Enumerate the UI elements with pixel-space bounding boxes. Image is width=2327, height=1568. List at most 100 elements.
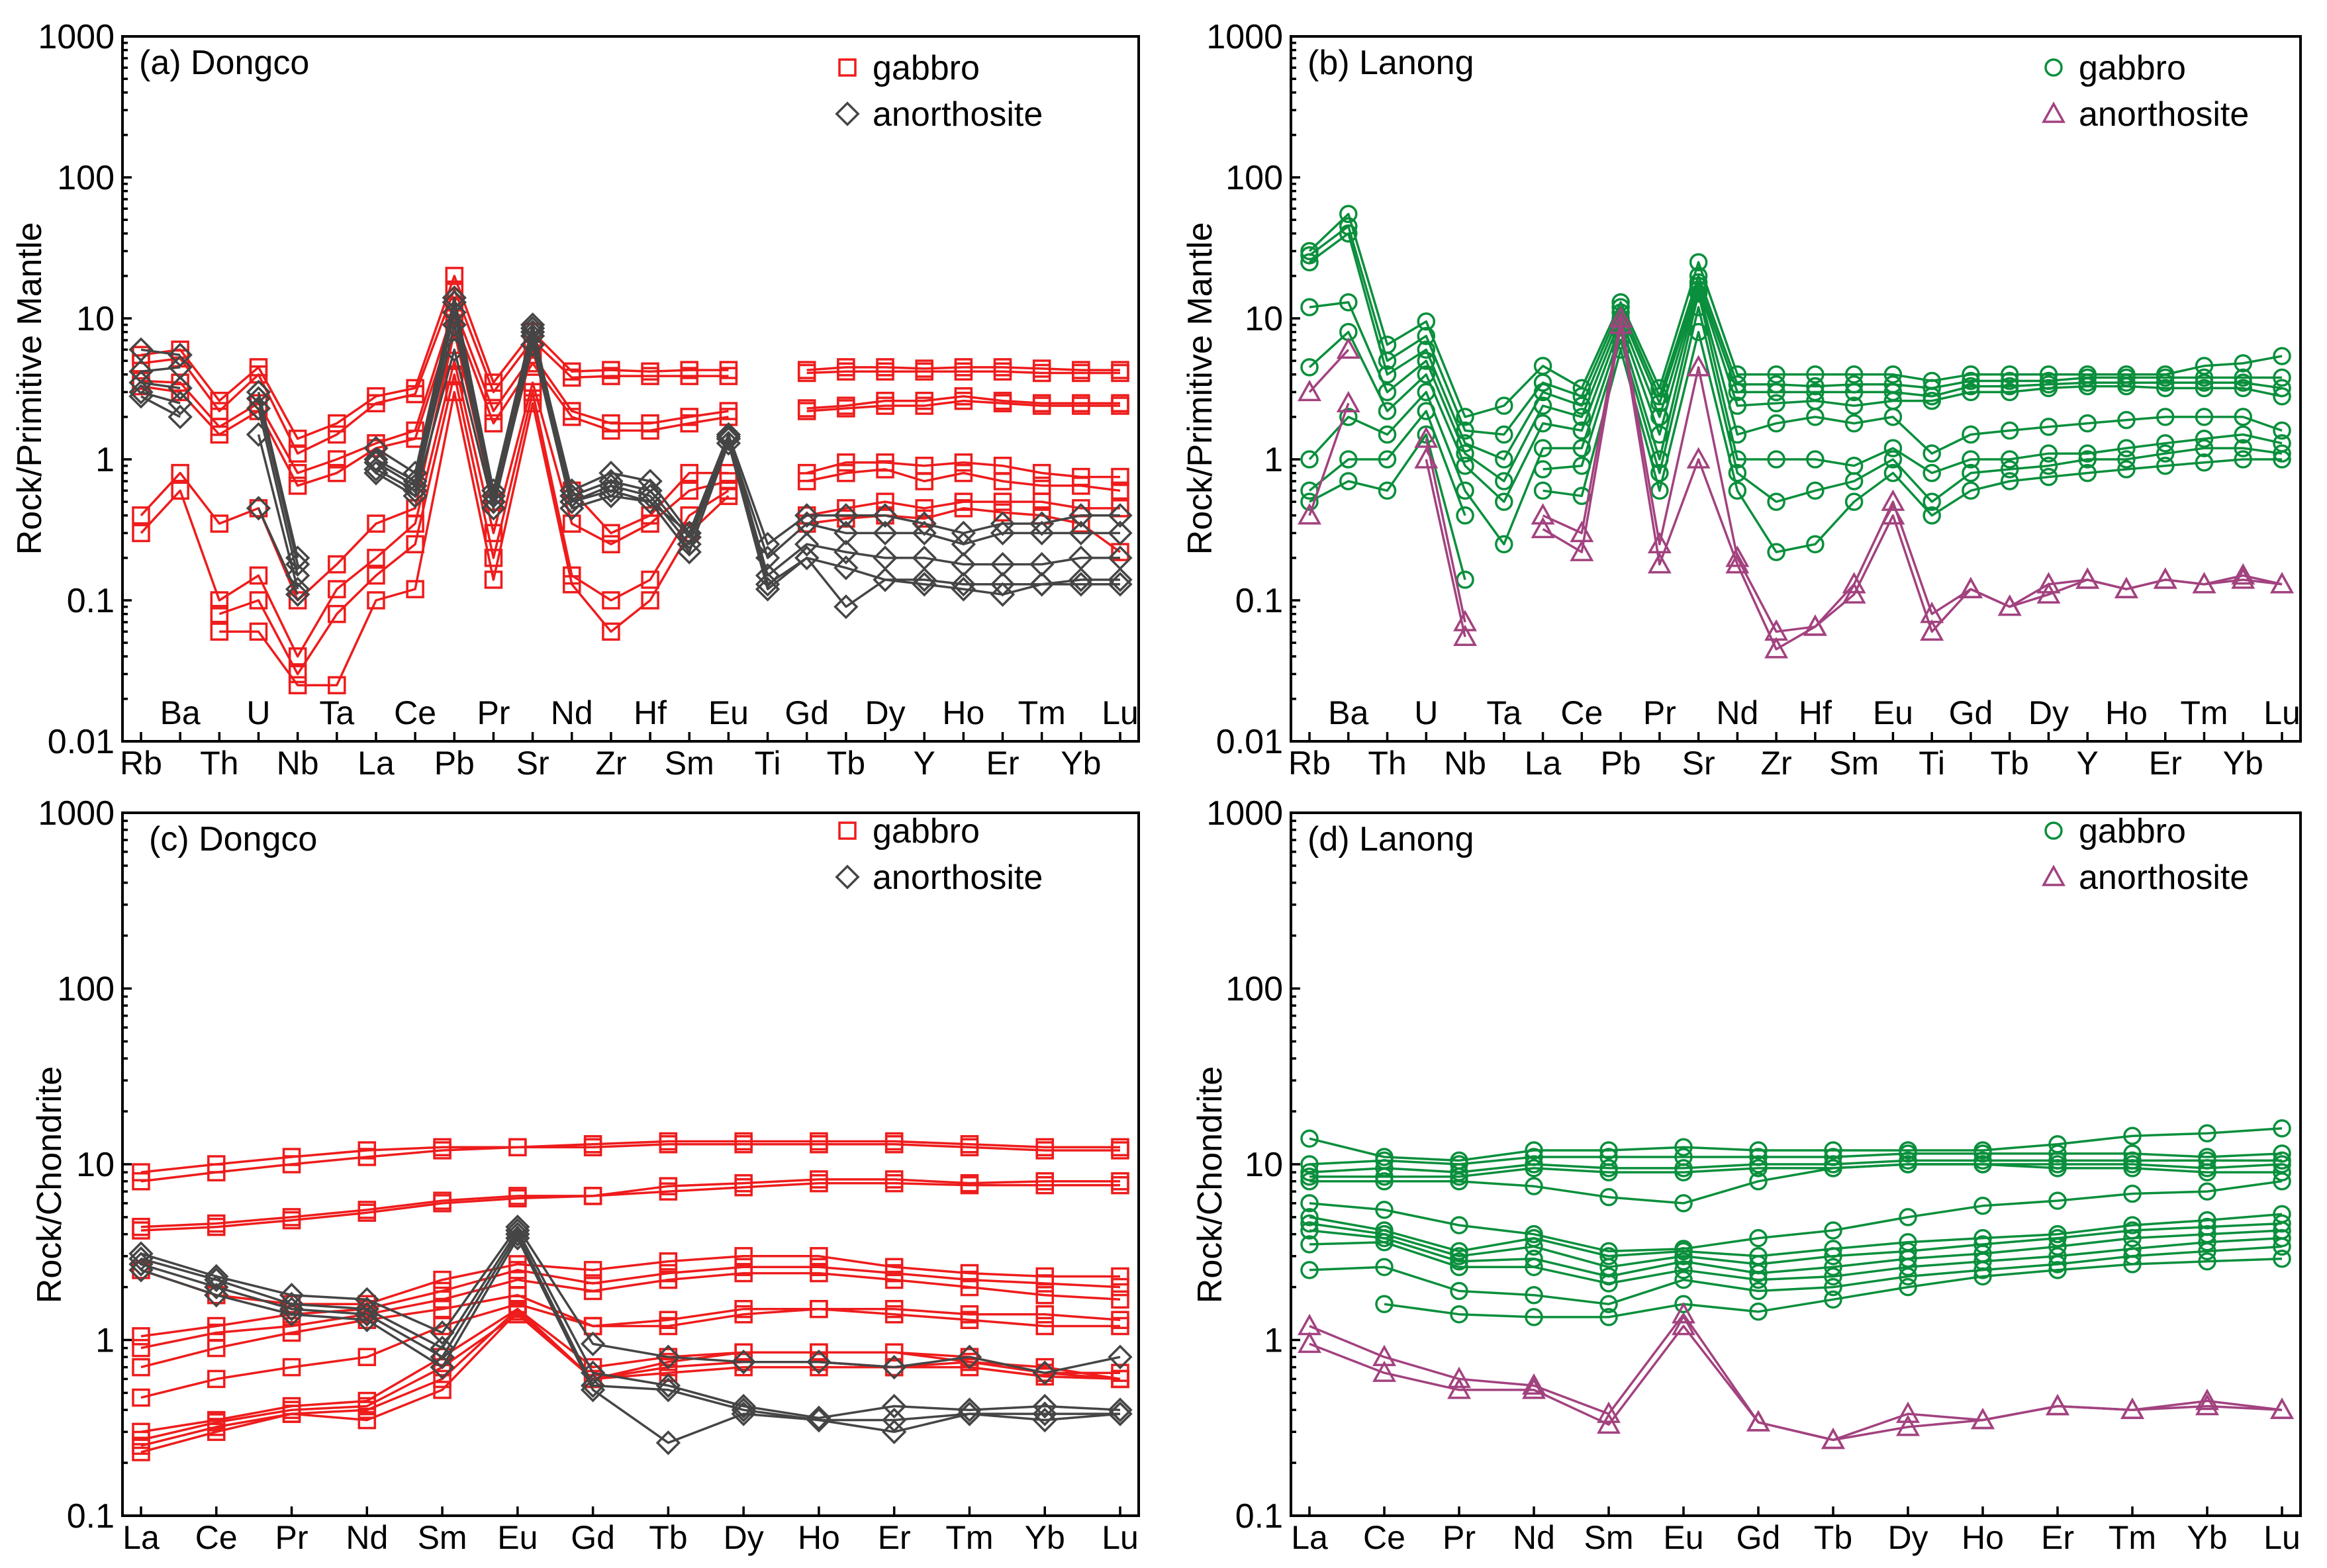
y-tick-label: 100 [1225,159,1283,197]
data-point [2270,572,2294,594]
panel-b-title: (b) Lanong [1307,44,1474,82]
data-point [246,496,271,521]
series-line [140,359,729,658]
data-point [484,524,503,543]
legend-square-icon [838,58,857,77]
x-tick-label: Sm [1584,1519,1634,1556]
data-point [1453,610,1478,631]
data-point [357,1348,377,1366]
data-point [1767,383,1785,402]
data-point [357,1148,377,1166]
data-point [249,622,268,641]
data-point [1674,1247,1693,1266]
series-line [140,288,729,455]
series-line [140,1271,1121,1350]
data-point [433,1141,451,1160]
series-line [375,300,1120,559]
y-tick-label: 10 [76,1146,115,1184]
data-point [1749,1302,1768,1321]
data-point [1962,365,1980,384]
data-point [602,524,620,543]
series-gabbro-6 [1300,1172,2291,1261]
legend-diamond-icon [835,101,860,126]
data-point [367,394,385,412]
data-point [1570,539,1594,561]
data-point [716,426,741,451]
series-line [806,500,1120,517]
x-tick-label: Lu [2263,1519,2301,1556]
data-point [484,414,503,433]
data-point [659,1270,678,1289]
data-point [810,1299,828,1318]
data-point [951,572,976,597]
data-point [1108,1397,1133,1422]
data-point [1300,1167,1319,1186]
data-point [641,367,659,385]
data-point [1069,520,1094,546]
x-tick-label: Sm [418,1519,467,1556]
data-point [1767,450,1785,469]
data-point [1298,1313,1321,1336]
data-point [1339,293,1358,312]
data-point [602,367,620,385]
x-tick-label: Tm [2109,1519,2156,1556]
data-point [2156,368,2175,387]
data-point [1032,1360,1057,1385]
data-point [2270,1397,2294,1419]
data-point [1035,1285,1054,1305]
x-tick-label: Zr [595,745,626,782]
x-tick-label: Ho [1962,1519,2004,1556]
data-point [2195,379,2214,398]
data-point [1525,1237,1543,1256]
series-line [140,1313,1121,1442]
data-point [882,1354,907,1380]
data-point [1533,396,1552,415]
data-point [1767,365,1785,384]
data-point [884,1174,904,1193]
series-gabbro-9 [132,1295,1129,1407]
data-point [2198,1252,2216,1271]
data-point [354,1307,379,1332]
data-point [1111,396,1129,415]
series-line [806,461,1120,479]
data-point [1674,1295,1693,1314]
x-tick-label: La [1291,1519,1328,1556]
data-point [1522,1377,1546,1399]
data-point [1339,408,1358,426]
data-point [734,1305,753,1324]
data-point [1300,1172,1319,1191]
data-point [1300,1208,1319,1226]
x-tick-label: Ta [1486,694,1521,731]
data-point [328,450,346,469]
data-point [210,591,229,610]
data-point [1599,1187,1618,1207]
data-point [1300,298,1319,316]
data-point [1032,1401,1057,1426]
panel-a-legend: gabbro anorthosite [835,49,1043,134]
data-point [602,535,620,553]
data-point [719,367,738,385]
data-point [734,1264,753,1283]
legend-anorthosite-marker [2042,864,2066,886]
y-tick-label: 0.1 [67,1497,115,1536]
series-line [1309,1245,2283,1306]
series-gabbro-3 [132,1170,1129,1236]
data-point [2039,444,2058,463]
data-point [1531,503,1555,525]
x-tick-label: Gd [1949,694,1993,731]
x-tick-label: Ba [160,694,201,731]
data-point [1111,1267,1129,1286]
data-point [2000,450,2019,469]
data-point [1378,450,1397,469]
data-point [1298,379,1321,402]
data-point [1300,1194,1319,1213]
data-point [833,594,859,620]
data-point [442,285,467,310]
x-tick-label: Eu [497,1519,538,1556]
legend-gabbro-label: gabbro [2079,49,2186,87]
data-point [363,460,389,486]
x-tick-label: La [122,1519,160,1556]
series-line [1309,1236,2283,1285]
data-point [1686,355,1711,377]
data-point [2123,1127,2142,1145]
